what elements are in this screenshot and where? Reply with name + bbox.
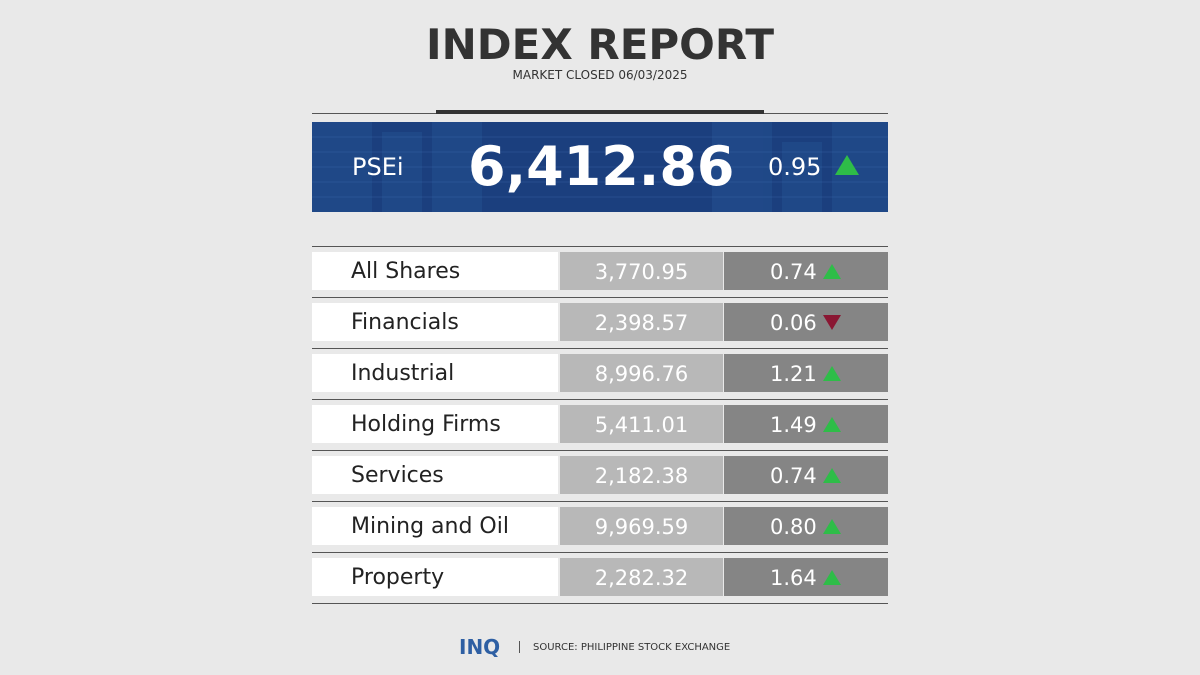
sector-value-cell: 2,398.57 (560, 303, 723, 341)
row-divider (312, 348, 888, 349)
table-row: Mining and Oil 9,969.59 0.80 (312, 501, 888, 552)
sector-value: 2,282.32 (594, 566, 689, 590)
sector-value: 5,411.01 (594, 413, 689, 437)
sector-change-cell: 0.80 (724, 507, 888, 545)
triangle-up-icon (823, 468, 841, 483)
sector-change-cell: 0.74 (724, 252, 888, 290)
table-row: All Shares 3,770.95 0.74 (312, 246, 888, 297)
sector-change: 1.49 (770, 413, 817, 437)
sector-value-cell: 3,770.95 (560, 252, 723, 290)
sector-value-cell: 5,411.01 (560, 405, 723, 443)
sector-change: 0.74 (770, 464, 817, 488)
triangle-down-icon (823, 315, 841, 330)
triangle-up-icon (835, 155, 859, 175)
sector-change: 1.21 (770, 362, 817, 386)
sector-change-cell: 1.49 (724, 405, 888, 443)
sector-name: Holding Firms (351, 412, 501, 437)
sector-value: 2,398.57 (594, 311, 689, 335)
sector-value-cell: 2,182.38 (560, 456, 723, 494)
source-credit: SOURCE: PHILIPPINE STOCK EXCHANGE (533, 642, 731, 653)
sector-value: 9,969.59 (594, 515, 689, 539)
inq-logo: INQ (459, 635, 501, 659)
sector-value-cell: 9,969.59 (560, 507, 723, 545)
table-row: Property 2,282.32 1.64 (312, 552, 888, 603)
sector-value-cell: 2,282.32 (560, 558, 723, 596)
row-divider (312, 501, 888, 502)
sector-change-cell: 1.21 (724, 354, 888, 392)
sector-name: Financials (351, 310, 459, 335)
sector-change: 0.06 (770, 311, 817, 335)
sector-name: Mining and Oil (351, 514, 509, 539)
table-top-line (312, 246, 888, 247)
sector-name-cell: All Shares (312, 252, 558, 290)
triangle-up-icon (823, 519, 841, 534)
psei-label: PSEi (352, 153, 404, 181)
sector-change-cell: 1.64 (724, 558, 888, 596)
row-divider (312, 399, 888, 400)
triangle-up-icon (823, 570, 841, 585)
sector-name: Industrial (351, 361, 455, 386)
sector-name-cell: Financials (312, 303, 558, 341)
triangle-up-icon (823, 366, 841, 381)
report-title: INDEX REPORT (426, 20, 774, 69)
footer-divider (519, 641, 520, 653)
sector-change: 0.74 (770, 260, 817, 284)
sector-name-cell: Holding Firms (312, 405, 558, 443)
psei-change: 0.95 (768, 153, 822, 181)
sector-change-cell: 0.74 (724, 456, 888, 494)
sector-name: Services (351, 463, 444, 488)
sector-name: All Shares (351, 259, 461, 284)
sector-change-cell: 0.06 (724, 303, 888, 341)
sector-value: 2,182.38 (594, 464, 689, 488)
triangle-up-icon (823, 264, 841, 279)
sector-value: 3,770.95 (594, 260, 689, 284)
table-bottom-line (312, 603, 888, 604)
sector-change: 1.64 (770, 566, 817, 590)
sector-name-cell: Services (312, 456, 558, 494)
table-row: Holding Firms 5,411.01 1.49 (312, 399, 888, 450)
psei-banner: PSEi 6,412.86 0.95 (312, 122, 888, 212)
psei-value: 6,412.86 (468, 135, 735, 198)
row-divider (312, 552, 888, 553)
row-divider (312, 450, 888, 451)
sector-value: 8,996.76 (594, 362, 689, 386)
triangle-up-icon (823, 417, 841, 432)
sector-name-cell: Industrial (312, 354, 558, 392)
market-closed-date: MARKET CLOSED 06/03/2025 (512, 68, 688, 82)
sector-name-cell: Property (312, 558, 558, 596)
table-row: Financials 2,398.57 0.06 (312, 297, 888, 348)
building-background-graphic (312, 122, 888, 212)
header-accent-bar (436, 110, 764, 114)
sector-name: Property (351, 565, 445, 590)
sector-value-cell: 8,996.76 (560, 354, 723, 392)
sector-name-cell: Mining and Oil (312, 507, 558, 545)
row-divider (312, 297, 888, 298)
table-row: Services 2,182.38 0.74 (312, 450, 888, 501)
sector-change: 0.80 (770, 515, 817, 539)
table-row: Industrial 8,996.76 1.21 (312, 348, 888, 399)
